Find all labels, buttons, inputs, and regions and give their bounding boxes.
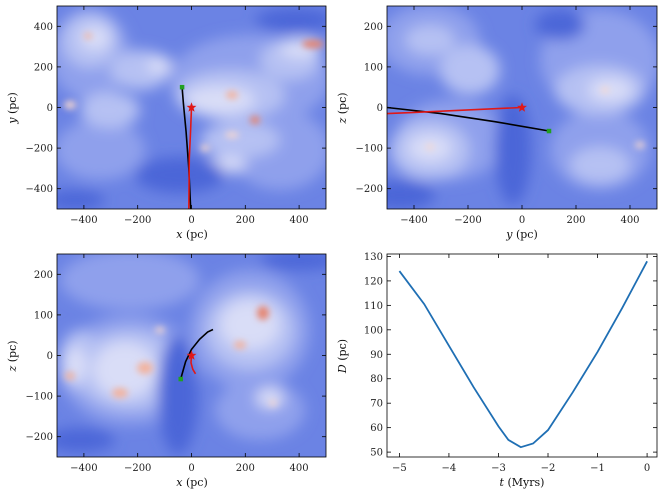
x-tick-label: −400: [400, 215, 427, 226]
y-tick-label: −100: [26, 392, 53, 403]
x-tick-label: −200: [454, 215, 481, 226]
x-tick-label: −200: [124, 463, 151, 474]
ticks-yz: −400 −200 0 200 400 −200 −100 0 100 200: [356, 6, 657, 226]
panel-xy: −400 −200 0 200 400 −400 −200 0 200 400 x (pc) y …: [6, 5, 327, 241]
y-tick-label: 400: [34, 22, 53, 33]
x-tick-label: −400: [70, 215, 97, 226]
y-tick-label: 70: [370, 399, 383, 410]
y-tick-label: −400: [26, 184, 53, 195]
start-square-marker-xy: [179, 84, 185, 90]
x-tick-label: −5: [392, 463, 407, 474]
ylabel-xz: z (pc): [6, 340, 19, 372]
star-marker-xz: [186, 350, 197, 360]
x-tick-label: 0: [519, 215, 525, 226]
ticks-xz: −400 −200 0 200 400 −200 −100 0 100 200: [26, 254, 326, 474]
contour-xz: [57, 254, 326, 457]
ylabel-distance: D (pc): [336, 339, 349, 374]
star-marker-yz: [517, 102, 527, 112]
red-trajectory-yz: [387, 106, 523, 115]
y-tick-label: −200: [356, 184, 383, 195]
star-marker-xy: [186, 102, 197, 112]
x-tick-label: 0: [188, 215, 194, 226]
x-tick-label: −200: [124, 215, 151, 226]
y-tick-label: 0: [47, 351, 53, 362]
red-trajectory-xz: [190, 355, 197, 375]
x-tick-label: 400: [620, 215, 639, 226]
xlabel-distance: t (Myrs): [500, 476, 545, 489]
y-tick-label: 200: [34, 270, 53, 281]
contour-xy: [57, 6, 326, 209]
distance-curve: [398, 260, 648, 449]
x-tick-label: 200: [236, 463, 255, 474]
ylabel-yz: z (pc): [336, 92, 349, 124]
ylabel-xy: y (pc): [6, 92, 19, 125]
x-tick-label: 400: [290, 215, 309, 226]
black-trajectory-xz: [179, 328, 214, 380]
x-tick-label: 200: [566, 215, 585, 226]
y-tick-label: 100: [364, 62, 383, 73]
x-tick-label: −1: [590, 463, 605, 474]
y-tick-label: 130: [364, 252, 383, 263]
ticks-xy: −400 −200 0 200 400 −400 −200 0 200 400: [26, 6, 326, 226]
x-tick-label: 200: [236, 215, 255, 226]
y-tick-label: −200: [26, 144, 53, 155]
y-tick-label: 0: [377, 103, 383, 114]
y-tick-label: 110: [364, 301, 383, 312]
ticks-distance: −5 −4 −3 −2 −1 0 50 60 70 80 90 100 110 120 130: [364, 252, 657, 474]
y-tick-label: 200: [364, 22, 383, 33]
xlabel-yz: y (pc): [505, 228, 538, 241]
y-tick-label: 0: [47, 103, 53, 114]
xlabel-xy: x (pc): [176, 228, 208, 241]
x-tick-label: −2: [541, 463, 556, 474]
x-tick-label: 0: [644, 463, 650, 474]
black-trajectory-yz: [387, 106, 550, 132]
x-tick-label: 400: [290, 463, 309, 474]
contour-yz: [387, 6, 657, 209]
x-tick-label: −4: [442, 463, 457, 474]
y-tick-label: 100: [34, 310, 53, 321]
y-tick-label: −100: [356, 144, 383, 155]
x-tick-label: −400: [70, 463, 97, 474]
red-trajectory-xy: [188, 107, 193, 209]
y-tick-label: 80: [370, 374, 383, 385]
y-tick-label: 200: [34, 62, 53, 73]
panel-distance: −5 −4 −3 −2 −1 0 50 60 70 80 90 100 110 120 130 t (Myr…: [336, 252, 658, 489]
panel-xz: −400 −200 0 200 400 −200 −100 0 100 200 x (pc) z …: [6, 253, 327, 489]
y-tick-label: 60: [370, 423, 383, 434]
y-tick-label: −200: [26, 432, 53, 443]
y-tick-label: 90: [370, 350, 383, 361]
xlabel-xz: x (pc): [176, 476, 208, 489]
x-tick-label: 0: [188, 463, 194, 474]
y-tick-label: 50: [370, 448, 383, 459]
start-square-marker-xz: [178, 376, 183, 382]
axes-frame-distance: [386, 253, 658, 458]
x-tick-label: −3: [491, 463, 506, 474]
start-square-marker-yz: [546, 128, 552, 134]
y-tick-label: 100: [364, 325, 383, 336]
panel-yz: −400 −200 0 200 400 −200 −100 0 100 200 y (pc) z …: [336, 5, 658, 241]
y-tick-label: 120: [364, 276, 383, 287]
